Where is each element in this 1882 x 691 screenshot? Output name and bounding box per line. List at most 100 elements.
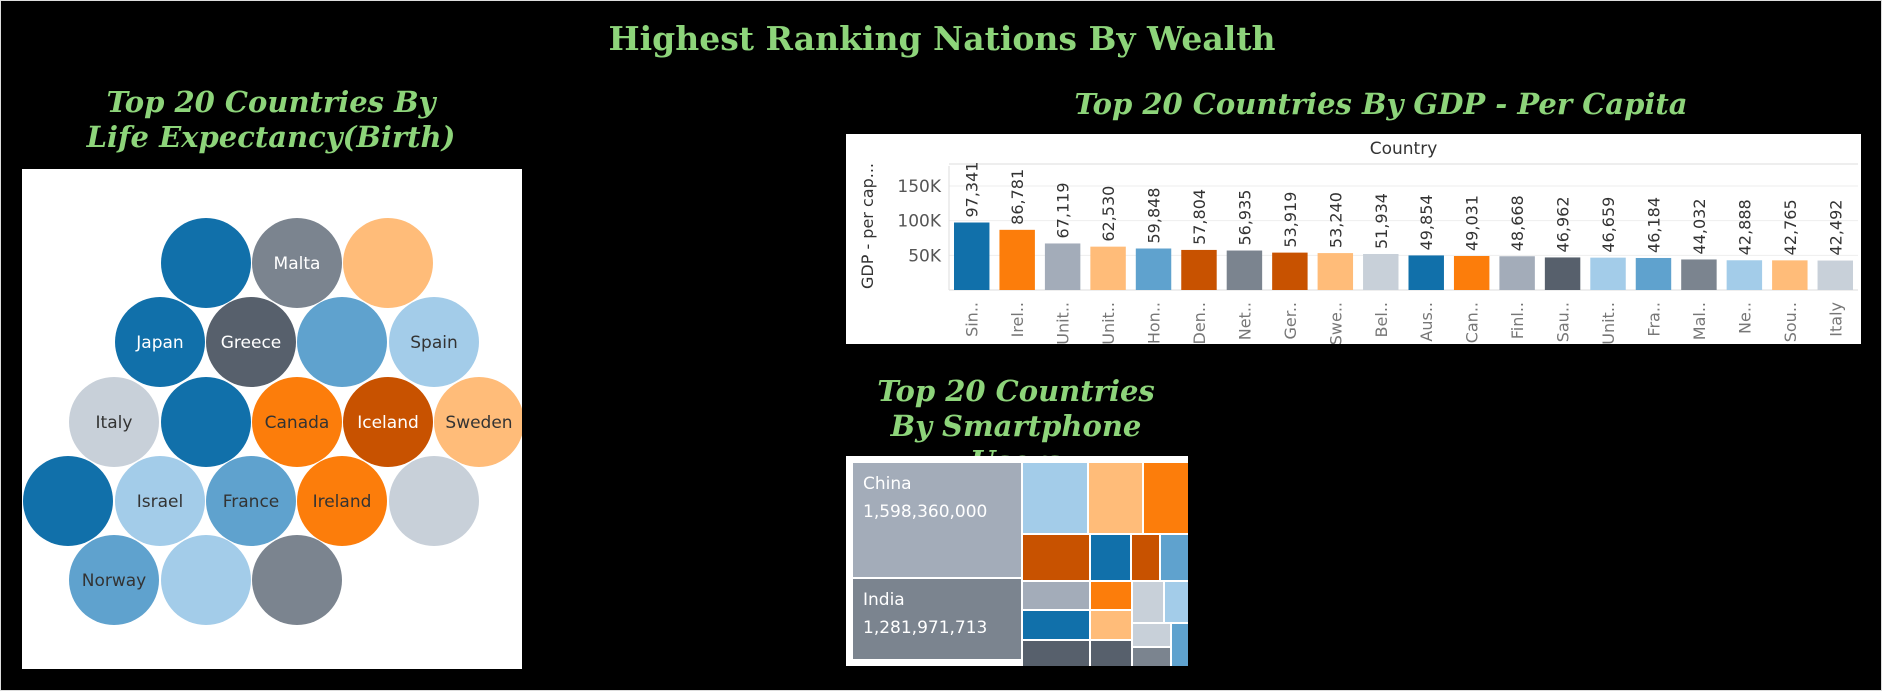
bar[interactable]	[1590, 257, 1626, 290]
bar-value-label: 67,119	[1054, 182, 1073, 238]
bubble-circle[interactable]	[115, 297, 205, 387]
bar[interactable]	[1044, 243, 1081, 290]
treemap-chart: China 1,598,360,000 India 1,281,971,713	[853, 463, 1188, 669]
bubble-label: Japan	[135, 333, 183, 353]
bubble-circle[interactable]	[206, 297, 296, 387]
bar-category-label: Can..	[1463, 302, 1482, 343]
bar[interactable]	[1772, 260, 1808, 290]
bubble-circle[interactable]	[389, 456, 479, 546]
bar-category-label: Sau..	[1554, 302, 1573, 342]
bar-value-label: 56,935	[1235, 190, 1254, 246]
treemap-tile[interactable]	[1091, 535, 1130, 580]
treemap-tile[interactable]	[1144, 463, 1188, 533]
bubble-circle[interactable]	[343, 218, 433, 308]
bar-category-label: Aus..	[1417, 302, 1436, 342]
bar[interactable]	[1726, 260, 1763, 290]
bubble-label: Israel	[137, 492, 183, 512]
treemap-tile[interactable]	[1023, 582, 1089, 609]
bar[interactable]	[1499, 256, 1535, 290]
bubble-circle[interactable]	[115, 456, 205, 546]
bar-value-label: 49,031	[1463, 195, 1482, 251]
bar[interactable]	[1181, 249, 1217, 290]
bar-chart-panel: Country GDP - per cap... 150K 100K 50K 97,341…	[846, 134, 1861, 345]
treemap-tile[interactable]	[1133, 582, 1163, 622]
bar[interactable]	[1681, 259, 1717, 290]
bubble-circle[interactable]	[69, 535, 159, 625]
bar[interactable]	[1317, 253, 1354, 290]
treemap-tile[interactable]	[1089, 463, 1142, 533]
treemap-tile[interactable]	[1023, 535, 1089, 580]
treemap-tile[interactable]	[1161, 535, 1188, 580]
bar-category-label: Fra..	[1644, 302, 1663, 337]
bar[interactable]	[1090, 246, 1126, 290]
bar-value-label: 86,781	[1008, 169, 1027, 225]
bar-category-label: Bel..	[1372, 302, 1391, 337]
treemap-tile-value: 1,281,971,713	[863, 618, 987, 638]
bubble-circle[interactable]	[434, 377, 524, 467]
bubble-circle[interactable]	[297, 297, 387, 387]
bar-value-label: 49,854	[1417, 194, 1436, 250]
bar-category-label: Unit..	[1599, 302, 1618, 344]
treemap-tile[interactable]	[1165, 582, 1188, 622]
bubble-circle[interactable]	[69, 377, 159, 467]
bar[interactable]	[1408, 255, 1444, 290]
treemap-tile[interactable]	[1133, 648, 1170, 669]
bar[interactable]	[1226, 250, 1263, 290]
bar-category-label: Den..	[1190, 302, 1209, 344]
bar-y-axis-title: GDP - per cap...	[858, 163, 877, 289]
bar[interactable]	[1272, 252, 1308, 290]
treemap-tile[interactable]	[853, 579, 1021, 659]
bar-category-label: Italy	[1826, 302, 1845, 337]
bubble-label: Sweden	[445, 413, 512, 433]
treemap-tile[interactable]	[1023, 641, 1089, 669]
bar-value-label: 46,184	[1644, 197, 1663, 253]
bubble-circle[interactable]	[161, 377, 251, 467]
treemap-tile[interactable]	[1091, 611, 1131, 639]
bar[interactable]	[1817, 260, 1854, 290]
bar[interactable]	[1453, 256, 1490, 290]
bubble-circle[interactable]	[389, 297, 479, 387]
dashboard-title: Highest Ranking Nations By Wealth	[608, 19, 1276, 58]
bubble-circle[interactable]	[252, 218, 342, 308]
bubble-label: Greece	[221, 333, 282, 353]
bubble-circle[interactable]	[252, 377, 342, 467]
bar-category-label: Hon..	[1145, 302, 1164, 344]
bar-value-label: 53,919	[1281, 192, 1300, 248]
bubble-circle[interactable]	[297, 456, 387, 546]
treemap-tile[interactable]	[853, 463, 1021, 577]
bar-value-label: 57,804	[1190, 189, 1209, 245]
treemap-tile[interactable]	[1172, 624, 1188, 669]
bar-value-label: 44,032	[1690, 198, 1709, 254]
bubble-circle[interactable]	[161, 218, 251, 308]
bar[interactable]	[953, 222, 990, 290]
bar-value-label: 42,765	[1781, 199, 1800, 255]
bar-category-label: Ne..	[1735, 302, 1754, 334]
bar[interactable]	[1544, 257, 1581, 290]
bar[interactable]	[1363, 253, 1399, 290]
bar[interactable]	[1635, 257, 1672, 290]
bubble-circle[interactable]	[206, 456, 296, 546]
bubble-label: Ireland	[313, 492, 372, 512]
bubble-circle[interactable]	[252, 535, 342, 625]
bubble-chart-title: Top 20 Countries By Life Expectancy(Birt…	[86, 85, 456, 154]
treemap-tile-name: India	[863, 590, 905, 610]
bubble-circle[interactable]	[161, 535, 251, 625]
treemap-tile[interactable]	[1091, 641, 1131, 669]
bar[interactable]	[999, 229, 1035, 290]
bar-x-axis-title: Country	[1370, 139, 1438, 159]
bubble-label: Iceland	[357, 413, 419, 433]
bubble-circle[interactable]	[343, 377, 433, 467]
bubble-circle[interactable]	[23, 456, 113, 546]
bar-category-label: Sin..	[963, 302, 982, 337]
treemap-tile[interactable]	[1091, 582, 1131, 609]
treemap-tile[interactable]	[1133, 624, 1170, 646]
bar[interactable]	[1135, 248, 1172, 290]
bar-value-label: 53,240	[1326, 192, 1345, 248]
treemap-tile[interactable]	[1132, 535, 1159, 580]
treemap-tile-value: 1,598,360,000	[863, 502, 987, 522]
treemap-tile[interactable]	[1023, 611, 1089, 639]
bar-y-tick-label: 100K	[897, 212, 941, 232]
treemap-tile[interactable]	[1023, 463, 1087, 533]
bubble-label: Spain	[410, 333, 458, 353]
